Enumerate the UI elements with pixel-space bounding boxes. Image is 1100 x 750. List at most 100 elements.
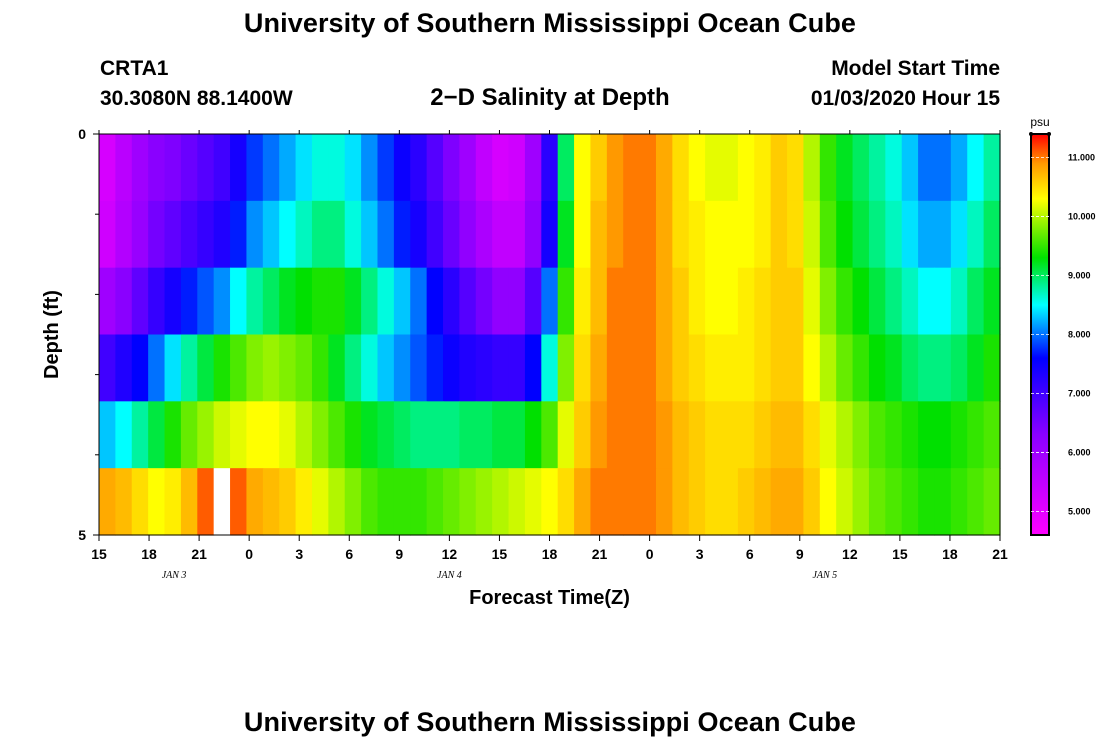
heatmap-cell <box>836 267 854 336</box>
heatmap-cell <box>606 267 624 336</box>
heatmap-cell <box>885 200 903 269</box>
heatmap-cell <box>967 267 985 336</box>
heatmap-cell <box>606 200 624 269</box>
heatmap-cell <box>443 468 460 536</box>
heatmap-cell <box>672 134 690 202</box>
heatmap-cell <box>426 401 444 469</box>
heatmap-cell <box>180 401 198 469</box>
heatmap-cell <box>443 267 460 336</box>
heatmap-cell <box>475 200 493 269</box>
plot-title: 2−D Salinity at Depth <box>430 84 670 111</box>
heatmap-cell <box>279 267 297 336</box>
heatmap-cell <box>901 134 919 202</box>
heatmap-cell <box>393 401 411 469</box>
heatmap-cell <box>590 200 608 269</box>
heatmap-cell <box>688 200 706 269</box>
heatmap-cell <box>901 468 919 536</box>
heatmap-cell <box>639 401 657 469</box>
heatmap-cell <box>836 200 854 269</box>
heatmap-cell <box>852 200 870 269</box>
heatmap-cell <box>803 401 821 469</box>
heatmap-cell <box>737 134 755 202</box>
heatmap-cell <box>361 334 379 402</box>
heatmap-cell <box>524 334 542 402</box>
heatmap-cell <box>688 267 706 336</box>
heatmap-cell <box>279 334 297 402</box>
heatmap-cell <box>852 134 870 202</box>
heatmap-cell <box>590 468 608 536</box>
heatmap-cell <box>737 267 755 336</box>
x-tick-label: 18 <box>942 546 958 562</box>
heatmap-cell <box>868 334 886 402</box>
heatmap-cell <box>230 468 248 536</box>
colorbar-tick-label: 7.000 <box>1068 388 1091 398</box>
heatmap-cell <box>393 334 411 402</box>
page-title: University of Southern Mississippi Ocean… <box>243 8 857 38</box>
heatmap-cell <box>148 334 166 402</box>
heatmap-cell <box>868 267 886 336</box>
heatmap-cell <box>983 267 1001 336</box>
heatmap-cell <box>983 134 1001 202</box>
heatmap-cell <box>754 334 772 402</box>
heatmap-cell <box>934 200 952 269</box>
heatmap-cell <box>639 134 657 202</box>
heatmap-cell <box>475 267 493 336</box>
heatmap-cell <box>295 267 313 336</box>
heatmap-cell <box>426 468 444 536</box>
heatmap-cell <box>590 134 608 202</box>
heatmap-cell <box>328 200 346 269</box>
colorbar-corner-dot <box>1029 132 1033 136</box>
heatmap-cell <box>770 334 788 402</box>
heatmap-cell <box>836 468 854 536</box>
heatmap-cell <box>361 267 379 336</box>
heatmap-cell <box>721 468 739 536</box>
heatmap-cell <box>344 334 362 402</box>
heatmap-cell <box>377 468 395 536</box>
heatmap-cell <box>754 401 772 469</box>
heatmap-cell <box>901 401 919 469</box>
heatmap-cell <box>672 200 690 269</box>
heatmap-cell <box>524 401 542 469</box>
heatmap-cell <box>459 334 477 402</box>
heatmap-cell <box>213 334 231 402</box>
heatmap-cell <box>819 134 837 202</box>
heatmap-cell <box>950 401 968 469</box>
heatmap-cell <box>655 134 673 202</box>
x-tick-label: 0 <box>245 546 253 562</box>
heatmap-cell <box>262 334 280 402</box>
heatmap-cell <box>197 267 215 336</box>
heatmap-cell <box>131 267 149 336</box>
heatmap-cell <box>459 134 477 202</box>
heatmap-cell <box>148 401 166 469</box>
colorbar: psu 5.000 6.000 7.000 8.000 9.000 10.000 11.000 <box>1029 115 1096 536</box>
heatmap-cell <box>410 334 428 402</box>
heatmap-cell <box>737 468 755 536</box>
heatmap-cell <box>426 200 444 269</box>
y-axis-title: Depth (ft) <box>41 290 63 379</box>
heatmap-cell <box>410 401 428 469</box>
x-tick-label: 12 <box>442 546 458 562</box>
heatmap-cell <box>934 401 952 469</box>
heatmap-cell <box>918 200 936 269</box>
heatmap-cell <box>934 468 952 536</box>
heatmap-cell <box>852 334 870 402</box>
heatmap-cell <box>541 267 559 336</box>
x-tick-label: 6 <box>746 546 754 562</box>
heatmap-cell <box>688 134 706 202</box>
heatmap-cell <box>934 334 952 402</box>
heatmap-cell <box>230 200 248 269</box>
heatmap-cell <box>311 134 329 202</box>
heatmap-cell <box>492 468 510 536</box>
heatmap-cell <box>705 334 723 402</box>
heatmap-cell <box>131 334 149 402</box>
heatmap-cell <box>737 401 755 469</box>
heatmap-cell <box>131 134 149 202</box>
heatmap-cell <box>705 134 723 202</box>
heatmap-cell <box>557 468 575 536</box>
heatmap-cell <box>262 134 280 202</box>
heatmap-cell <box>213 200 231 269</box>
colorbar-corner-dot <box>1047 132 1051 136</box>
heatmap-cell <box>721 267 739 336</box>
heatmap-cells <box>99 134 1001 536</box>
heatmap-cell <box>295 468 313 536</box>
